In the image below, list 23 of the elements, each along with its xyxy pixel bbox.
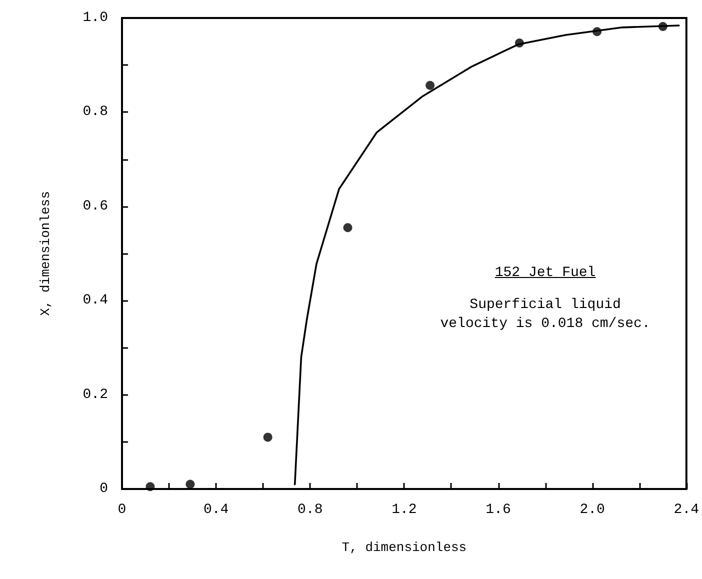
- y-tick-label: 1.0: [82, 10, 108, 26]
- x-tick-label: 1.6: [486, 502, 511, 518]
- y-tick-label: 0.2: [82, 386, 108, 403]
- x-tick-label: 0.4: [203, 502, 229, 518]
- point: [146, 482, 155, 492]
- point: [186, 480, 195, 489]
- annotation: 152 Jet Fuel: [494, 264, 597, 283]
- y-axis-title: X, dimensionless: [38, 191, 53, 316]
- point: [426, 80, 435, 90]
- y-tick-label: 0.6: [82, 198, 108, 214]
- y-tick-label: 0.8: [82, 104, 108, 120]
- annotation: Superficial liquid velocity is 0.018 cm/sec.: [439, 296, 652, 334]
- x-tick-label: 2.0: [580, 502, 605, 518]
- point: [263, 432, 272, 442]
- y-tick-label: 0: [100, 481, 108, 497]
- y-tick-label: 0.4: [82, 292, 108, 309]
- x-tick-label: 1.2: [392, 502, 417, 518]
- line-series: [294, 24, 680, 486]
- x-tick-label: 2.4: [674, 502, 700, 518]
- point: [343, 223, 352, 232]
- x-axis-title: T, dimensionless: [342, 540, 467, 555]
- x-tick-label: 0.8: [298, 502, 323, 518]
- x-tick-label: 0: [118, 502, 126, 518]
